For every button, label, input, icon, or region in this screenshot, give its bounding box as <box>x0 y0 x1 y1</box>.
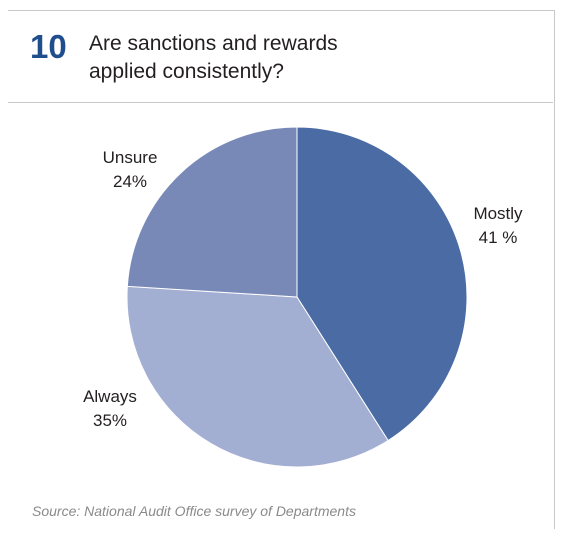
slice-label-always: Always 35% <box>70 385 150 433</box>
title-divider <box>8 102 553 103</box>
chart-title-line1: Are sanctions and rewards <box>89 32 338 55</box>
pie-slice-unsure <box>126 126 298 298</box>
chart-title: Are sanctions and rewards applied consis… <box>89 30 509 86</box>
figure-number: 10 <box>30 28 67 65</box>
source-note: Source: National Audit Office survey of … <box>32 503 356 519</box>
chart-title-line2: applied consistently? <box>89 60 284 83</box>
pie-slice-always <box>126 285 389 468</box>
slice-label-always-name: Always <box>83 387 137 406</box>
pie-slice-mostly <box>296 126 468 442</box>
slice-label-unsure-value: 24% <box>112 172 148 191</box>
slice-label-unsure: Unsure 24% <box>90 146 170 194</box>
slice-label-always-value: 35% <box>92 411 128 430</box>
slice-label-unsure-name: Unsure <box>102 148 158 167</box>
pie-slices <box>126 126 468 468</box>
slice-label-mostly-name: Mostly <box>473 204 523 223</box>
slice-label-mostly-value: 41 % <box>478 228 518 247</box>
figure-frame <box>8 10 555 529</box>
slice-label-mostly: Mostly 41 % <box>458 202 538 250</box>
